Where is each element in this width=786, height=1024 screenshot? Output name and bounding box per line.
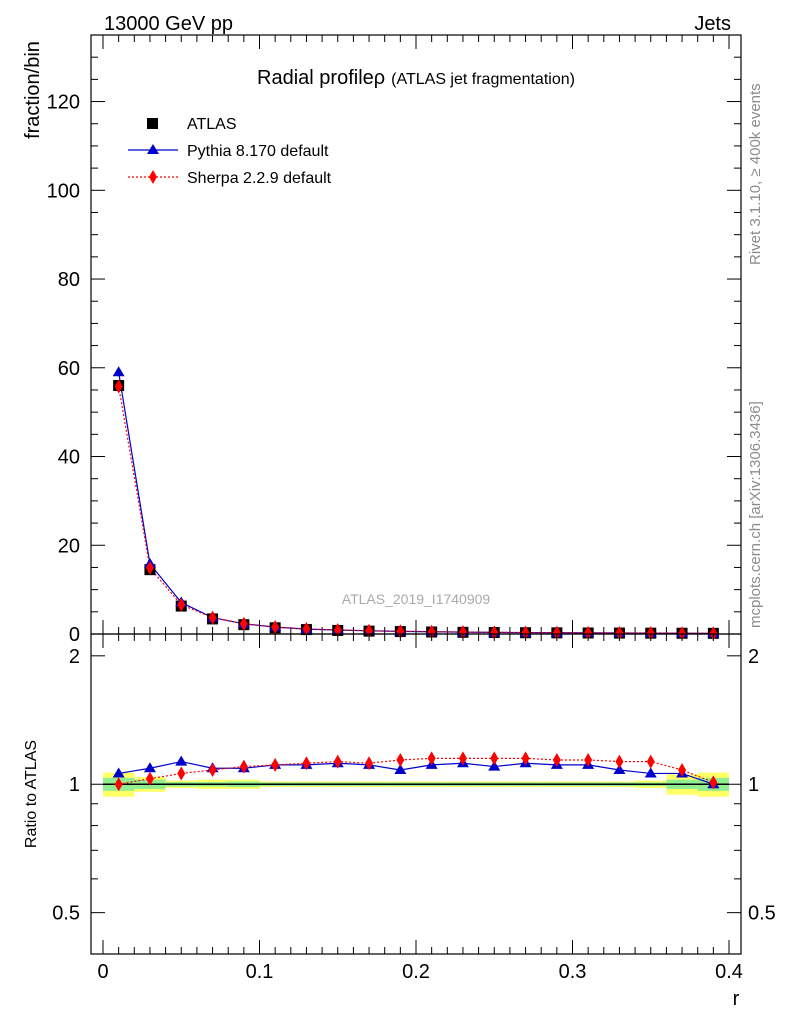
legend-atlas-label: ATLAS	[187, 116, 237, 133]
main-point-sherpa	[208, 610, 217, 625]
main-point-sherpa	[615, 625, 624, 640]
main-point-sherpa	[552, 625, 561, 640]
ratio-y-label: Ratio to ATLAS	[23, 740, 40, 848]
main-point-sherpa	[271, 620, 280, 635]
main-point-sherpa	[490, 625, 499, 640]
main-point-sherpa	[521, 625, 530, 640]
ratio-point-pythia	[394, 763, 407, 774]
ratio-point-sherpa	[584, 752, 593, 767]
ratio-y-tick-label: 0.5	[52, 903, 80, 925]
ratio-point-sherpa	[271, 757, 280, 772]
ratio-point-sherpa	[646, 754, 655, 769]
ratio-point-sherpa	[239, 759, 248, 774]
ratio-y-tick-label: 1	[69, 774, 80, 796]
ratio-point-pythia	[112, 767, 125, 778]
ratio-point-sherpa	[490, 751, 499, 766]
main-point-sherpa	[177, 597, 186, 612]
energy-label: 13000 GeV pp	[104, 13, 233, 35]
main-y-tick-label: 60	[58, 358, 80, 380]
ratio-x-axis: 0 0.1 0.2 0.3 0.4	[97, 634, 743, 983]
main-y-axis: 0 20 40 60 80 100 120	[47, 56, 741, 646]
legend-entry-sherpa: Sherpa 2.2.9 default	[128, 170, 332, 187]
ratio-point-sherpa	[302, 756, 311, 771]
chart-title-sub: (ATLAS jet fragmentation)	[391, 71, 575, 88]
main-point-sherpa	[302, 622, 311, 637]
ratio-point-sherpa	[552, 752, 561, 767]
ratio-data-series	[112, 751, 720, 792]
main-point-sherpa	[427, 624, 436, 639]
legend-sherpa-label: Sherpa 2.2.9 default	[187, 170, 332, 187]
main-point-pythia	[112, 366, 125, 377]
main-y-tick-label: 120	[47, 92, 80, 114]
ratio-point-sherpa	[114, 777, 123, 792]
ratio-point-pythia	[488, 760, 501, 771]
legend-pythia-label: Pythia 8.170 default	[187, 143, 329, 160]
ratio-point-sherpa	[145, 771, 154, 786]
rivet-label: Rivet 3.1.10, ≥ 400k events	[747, 83, 764, 265]
legend-sherpa-marker	[149, 170, 157, 184]
main-point-sherpa	[145, 560, 154, 575]
main-point-sherpa	[678, 626, 687, 641]
ratio-point-sherpa	[615, 754, 624, 769]
main-panel: 0 20 40 60 80 100 120 Radial profileρ (ATLAS je…	[22, 34, 742, 646]
main-y-tick-label: 100	[47, 180, 80, 202]
main-y-tick-label: 20	[58, 535, 80, 557]
ratio-point-sherpa	[333, 754, 342, 769]
main-y-tick-label: 80	[58, 269, 80, 291]
ratio-x-tick-label: 0.3	[559, 961, 587, 983]
legend-pythia-marker	[147, 144, 159, 154]
main-point-sherpa	[584, 625, 593, 640]
ratio-point-sherpa	[427, 751, 436, 766]
mcplots-label: mcplots.cern.ch [arXiv:1306.3436]	[747, 401, 764, 628]
main-y-label: fraction/bin	[22, 41, 44, 139]
main-y-tick-label: 40	[58, 447, 80, 469]
ratio-point-sherpa	[365, 756, 374, 771]
ratio-point-sherpa	[177, 766, 186, 781]
ratio-x-tick-label: 0.1	[246, 961, 274, 983]
main-y-tick-label: 0	[69, 624, 80, 646]
ratio-point-pythia	[143, 762, 156, 773]
ratio-point-sherpa	[208, 762, 217, 777]
ratio-point-pythia	[644, 767, 657, 778]
ratio-line-sherpa	[118, 757, 714, 785]
ratio-point-sherpa	[396, 752, 405, 767]
ratio-point-sherpa	[678, 762, 687, 777]
ratio-x-tick-label: 0.4	[715, 961, 743, 983]
ratio-uncertainty-band	[103, 772, 729, 797]
x-axis-label: r	[733, 988, 740, 1010]
ratio-x-tick-label: 0.2	[402, 961, 430, 983]
ratio-line-pythia	[118, 760, 714, 785]
chart-title-main: Radial profileρ	[257, 67, 385, 89]
ratio-y-tick-label-right: 2	[748, 646, 759, 668]
analysis-watermark: ATLAS_2019_I1740909	[342, 591, 491, 607]
ratio-y-axis: 0.5 0.5 1 1 2 2	[52, 646, 776, 955]
main-point-sherpa	[239, 616, 248, 631]
ratio-y-tick-label-right: 0.5	[748, 903, 776, 925]
ratio-point-sherpa	[458, 751, 467, 766]
ratio-point-pythia	[613, 763, 626, 774]
ratio-panel: 0.5 0.51 12 2 0 0.1 0.2 0.3 0.4 Ratio to ATLAS …	[23, 633, 776, 1010]
category-label: Jets	[694, 13, 731, 35]
legend: ATLAS Pythia 8.170 default Sherpa 2.2.9 …	[128, 116, 332, 187]
legend-atlas-marker	[147, 118, 158, 129]
main-point-sherpa	[646, 626, 655, 641]
ratio-x-tick-label: 0	[97, 961, 108, 983]
ratio-y-tick-label-right: 1	[748, 774, 759, 796]
main-data-series	[112, 366, 720, 641]
chart-title: Radial profileρ (ATLAS jet fragmentation)	[257, 67, 575, 89]
legend-entry-atlas: ATLAS	[147, 116, 237, 133]
main-point-sherpa	[114, 379, 123, 394]
ratio-y-tick-label: 2	[69, 646, 80, 668]
main-point-sherpa	[396, 624, 405, 639]
main-point-sherpa	[709, 626, 718, 641]
ratio-point-sherpa	[709, 775, 718, 790]
ratio-point-pythia	[175, 755, 188, 766]
ratio-panel-frame	[90, 633, 742, 955]
ratio-point-sherpa	[521, 751, 530, 766]
legend-entry-pythia: Pythia 8.170 default	[128, 143, 329, 160]
main-point-sherpa	[458, 625, 467, 640]
